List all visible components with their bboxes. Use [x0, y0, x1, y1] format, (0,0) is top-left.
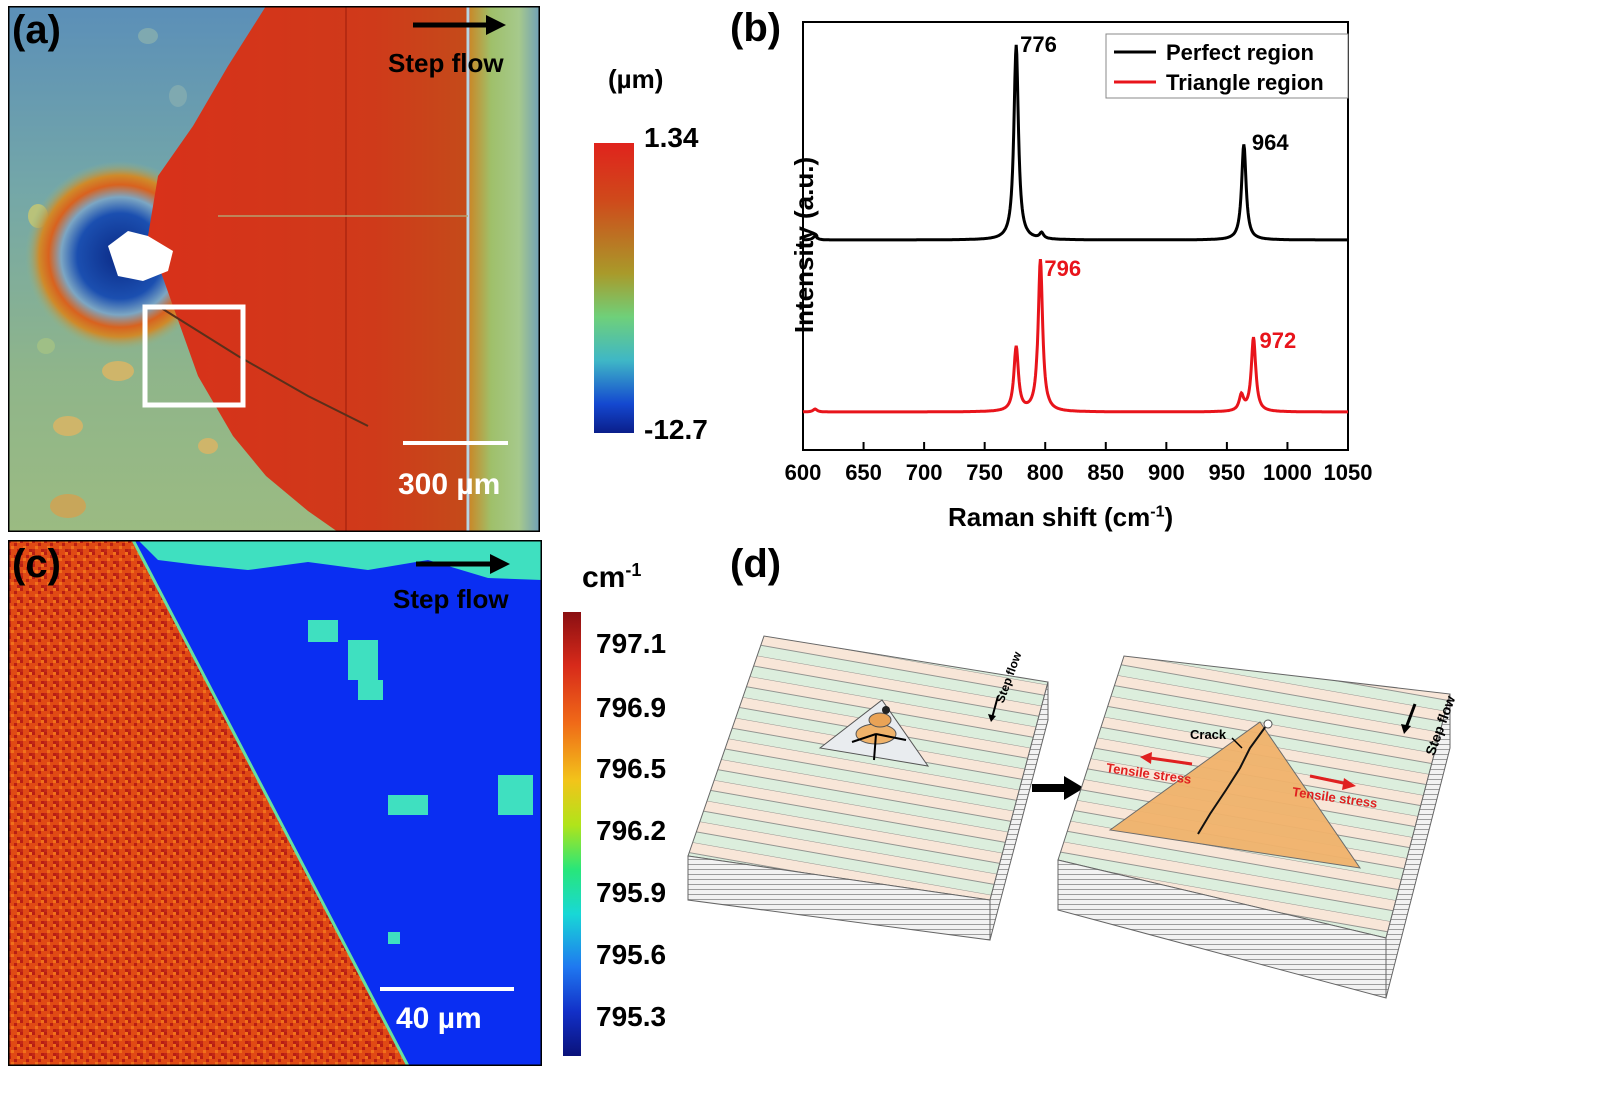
x-tick-label: 1000: [1263, 460, 1312, 485]
x-axis-label-end: ): [1164, 502, 1174, 532]
panel-a: (a) Step flow 300 µm: [7, 5, 541, 533]
peak-label: 776: [1020, 32, 1057, 57]
x-axis-label-text: Raman shift (cm: [948, 502, 1151, 532]
raman-chart: 600 650 700 750 800 850 900 950 1000 1050 Perfect …: [785, 21, 1373, 485]
legend-label: Triangle region: [1166, 70, 1324, 95]
colorbar-c-tick: 796.2: [596, 815, 667, 846]
step-flow-label: Step flow: [388, 48, 504, 78]
x-tick-label: 850: [1087, 460, 1124, 485]
legend-label: Perfect region: [1166, 40, 1314, 65]
colorbar-a: [594, 143, 634, 433]
colorbar-a-unit: (µm): [608, 64, 664, 94]
x-tick-label: 950: [1209, 460, 1246, 485]
raman-shift-map-image: [7, 539, 543, 1067]
panel-d-label: (d): [730, 542, 782, 586]
selection-box: [142, 304, 246, 408]
panel-b-label: (b): [730, 6, 782, 50]
colorbar-a-min: -12.7: [644, 414, 708, 445]
height-map-image: [7, 5, 541, 533]
colorbar-a-max: 1.34: [644, 122, 699, 153]
plot-frame: [802, 21, 1349, 451]
series-line-0: [803, 44, 1348, 242]
colorbar-c-unit-text: cm: [582, 561, 626, 594]
peak-label: 964: [1252, 130, 1289, 155]
panel-c-label: (c): [12, 542, 61, 586]
peak-label: 796: [1044, 256, 1081, 281]
series-line-1: [802, 258, 1348, 414]
legend-box: [1105, 33, 1349, 99]
scale-bar-label: 300 µm: [398, 468, 501, 501]
scale-bar-label-c: 40 µm: [396, 1002, 482, 1035]
right-block: [1057, 655, 1451, 999]
panel-a-label: (a): [12, 8, 61, 52]
colorbar-c-unit: cm-1: [582, 560, 641, 595]
colorbar-c-tick: 795.9: [596, 877, 667, 908]
x-tick-label: 750: [966, 460, 1003, 485]
y-axis-label: Intensity (a.u.): [789, 156, 819, 334]
colorbar-c-tick: 797.1: [596, 628, 667, 659]
x-tick-label: 800: [1027, 460, 1064, 485]
colorbar-c-tick: 796.5: [596, 753, 667, 784]
x-tick-label: 900: [1148, 460, 1185, 485]
crack-label: Crack: [1190, 727, 1227, 742]
x-tick-label: 1050: [1324, 460, 1373, 485]
left-block: [687, 635, 1049, 941]
colorbar-c-unit-sup: -1: [625, 560, 642, 580]
colorbar-c-tick: 795.6: [596, 939, 667, 970]
x-tick-label: 650: [845, 460, 882, 485]
x-tick-label: 700: [906, 460, 943, 485]
schematic-diagram: [687, 635, 1451, 999]
x-axis-label: Raman shift (cm-1): [948, 502, 1173, 533]
colorbar-c: [563, 612, 581, 1056]
x-tick-label: 600: [785, 460, 822, 485]
step-flow-label-c: Step flow: [393, 584, 509, 614]
peak-label: 972: [1260, 328, 1297, 353]
colorbar-c-tick: 795.3: [596, 1001, 667, 1032]
x-axis-label-sup: -1: [1150, 503, 1165, 521]
panel-c: (c) Step flow 40 µm: [7, 539, 543, 1067]
colorbar-c-tick: 796.9: [596, 692, 667, 723]
